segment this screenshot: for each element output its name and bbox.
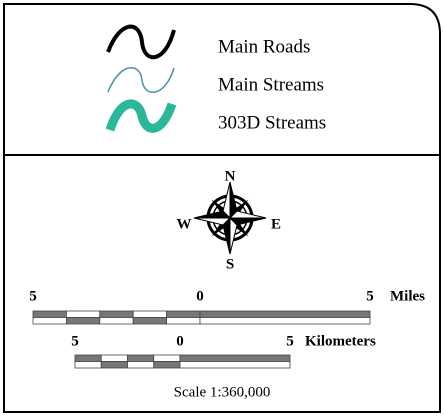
compass-e: E: [271, 216, 281, 232]
scale-segment: [127, 354, 155, 362]
303d-stream-symbol: [105, 99, 177, 133]
compass-rose: [193, 181, 267, 255]
compass-s: S: [226, 256, 234, 272]
scale-label: 0: [176, 333, 184, 349]
scale-segment: [166, 310, 201, 318]
scale-segment: [74, 354, 102, 362]
scale-segment: [132, 310, 167, 318]
scale-label: 0: [196, 288, 204, 304]
scale-text: Scale 1:360,000: [174, 384, 271, 400]
scale-bar: [32, 310, 371, 325]
scale-segment: [32, 317, 67, 325]
scale-label: 5: [71, 333, 79, 349]
scale-segment: [132, 317, 167, 325]
scale-segment: [199, 310, 371, 318]
scale-segment: [100, 361, 128, 369]
compass-w: W: [177, 216, 192, 232]
road-symbol: [106, 24, 176, 60]
scale-label: 5: [286, 333, 294, 349]
scale-segment: [166, 317, 201, 325]
legend-label: 303D Streams: [218, 112, 326, 133]
scale-unit: Miles: [390, 288, 425, 304]
compass-n: N: [225, 168, 236, 184]
scale-label: 5: [29, 288, 37, 304]
scale-bar: [74, 354, 291, 369]
scale-segment: [74, 361, 102, 369]
scale-segment: [199, 317, 371, 325]
scale-segment: [66, 310, 101, 318]
legend-label: Main Roads: [218, 36, 310, 57]
scale-segment: [99, 317, 134, 325]
scale-unit: Kilometers: [305, 333, 376, 349]
scale-segment: [179, 361, 291, 369]
scale-segment: [153, 354, 181, 362]
stream-symbol: [107, 66, 175, 94]
scale-segment: [100, 354, 128, 362]
scale-segment: [127, 361, 155, 369]
scale-segment: [179, 354, 291, 362]
legend-label: Main Streams: [218, 74, 324, 95]
scale-segment: [153, 361, 181, 369]
scale-segment: [66, 317, 101, 325]
scale-segment: [99, 310, 134, 318]
scale-label: 5: [366, 288, 374, 304]
scale-segment: [32, 310, 67, 318]
